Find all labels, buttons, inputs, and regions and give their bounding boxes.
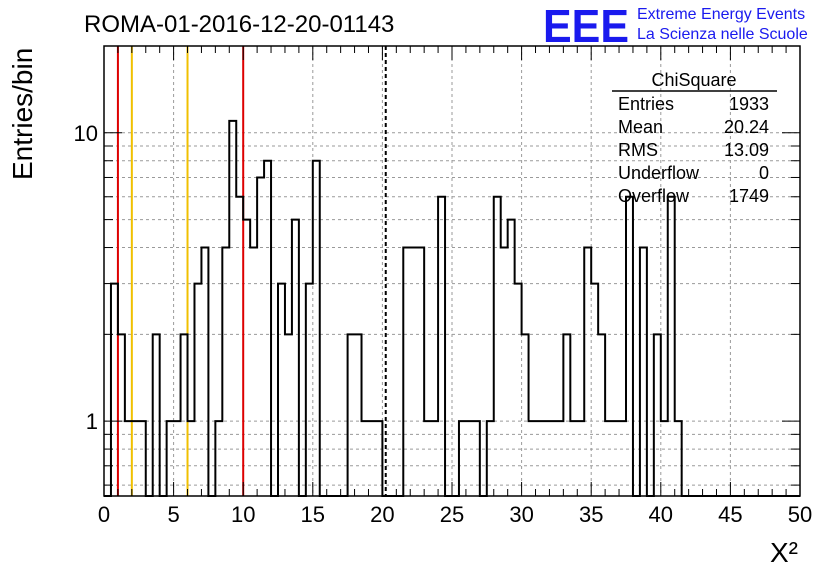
x-tick-label: 50 xyxy=(788,502,812,527)
reference-lines xyxy=(116,46,387,496)
y-tick-labels: 1 10 xyxy=(74,121,98,434)
x-tick-label: 45 xyxy=(718,502,742,527)
stats-value: 1749 xyxy=(729,186,769,206)
stats-label: Mean xyxy=(618,117,663,137)
stats-box: ChiSquare Entries 1933 Mean 20.24 RMS 13.09 Un… xyxy=(612,70,777,206)
axes xyxy=(103,45,801,497)
y-axis-title: Entries/bin xyxy=(7,48,38,180)
stats-title: ChiSquare xyxy=(651,70,736,90)
x-tick-label: 10 xyxy=(231,502,255,527)
x-tick-label: 40 xyxy=(649,502,673,527)
stats-value: 13.09 xyxy=(724,140,769,160)
stats-value: 0 xyxy=(759,163,769,183)
x-tick-label: 5 xyxy=(167,502,179,527)
chart-title: ROMA-01-2016-12-20-01143 xyxy=(84,11,394,38)
x-tick-label: 15 xyxy=(301,502,325,527)
stats-value: 20.24 xyxy=(724,117,769,137)
stats-label: Underflow xyxy=(618,163,700,183)
logo-line-2: La Scienza nelle Scuole xyxy=(637,26,808,43)
x-tick-label: 25 xyxy=(440,502,464,527)
x-tick-label: 20 xyxy=(370,502,394,527)
x-tick-label: 35 xyxy=(579,502,603,527)
stats-label: Overflow xyxy=(618,186,690,206)
y-tick-label: 10 xyxy=(74,121,98,146)
x-tick-labels: 0 5 10 15 20 25 30 35 40 45 50 xyxy=(98,502,812,527)
logo-line-1: Extreme Energy Events xyxy=(637,6,805,23)
x-axis-title: X² xyxy=(770,537,798,568)
y-tick-label: 1 xyxy=(86,409,98,434)
stats-label: RMS xyxy=(618,140,658,160)
stats-rows: Entries 1933 Mean 20.24 RMS 13.09 Underflow 0 Ov… xyxy=(618,94,769,206)
x-tick-label: 30 xyxy=(509,502,533,527)
eee-logo: EEE Extreme Energy Events La Scienza nel… xyxy=(543,0,808,52)
stats-value: 1933 xyxy=(729,94,769,114)
grid-lines xyxy=(104,46,800,496)
x-tick-label: 0 xyxy=(98,502,110,527)
eee-logo-mark: EEE xyxy=(543,0,629,52)
stats-label: Entries xyxy=(618,94,674,114)
